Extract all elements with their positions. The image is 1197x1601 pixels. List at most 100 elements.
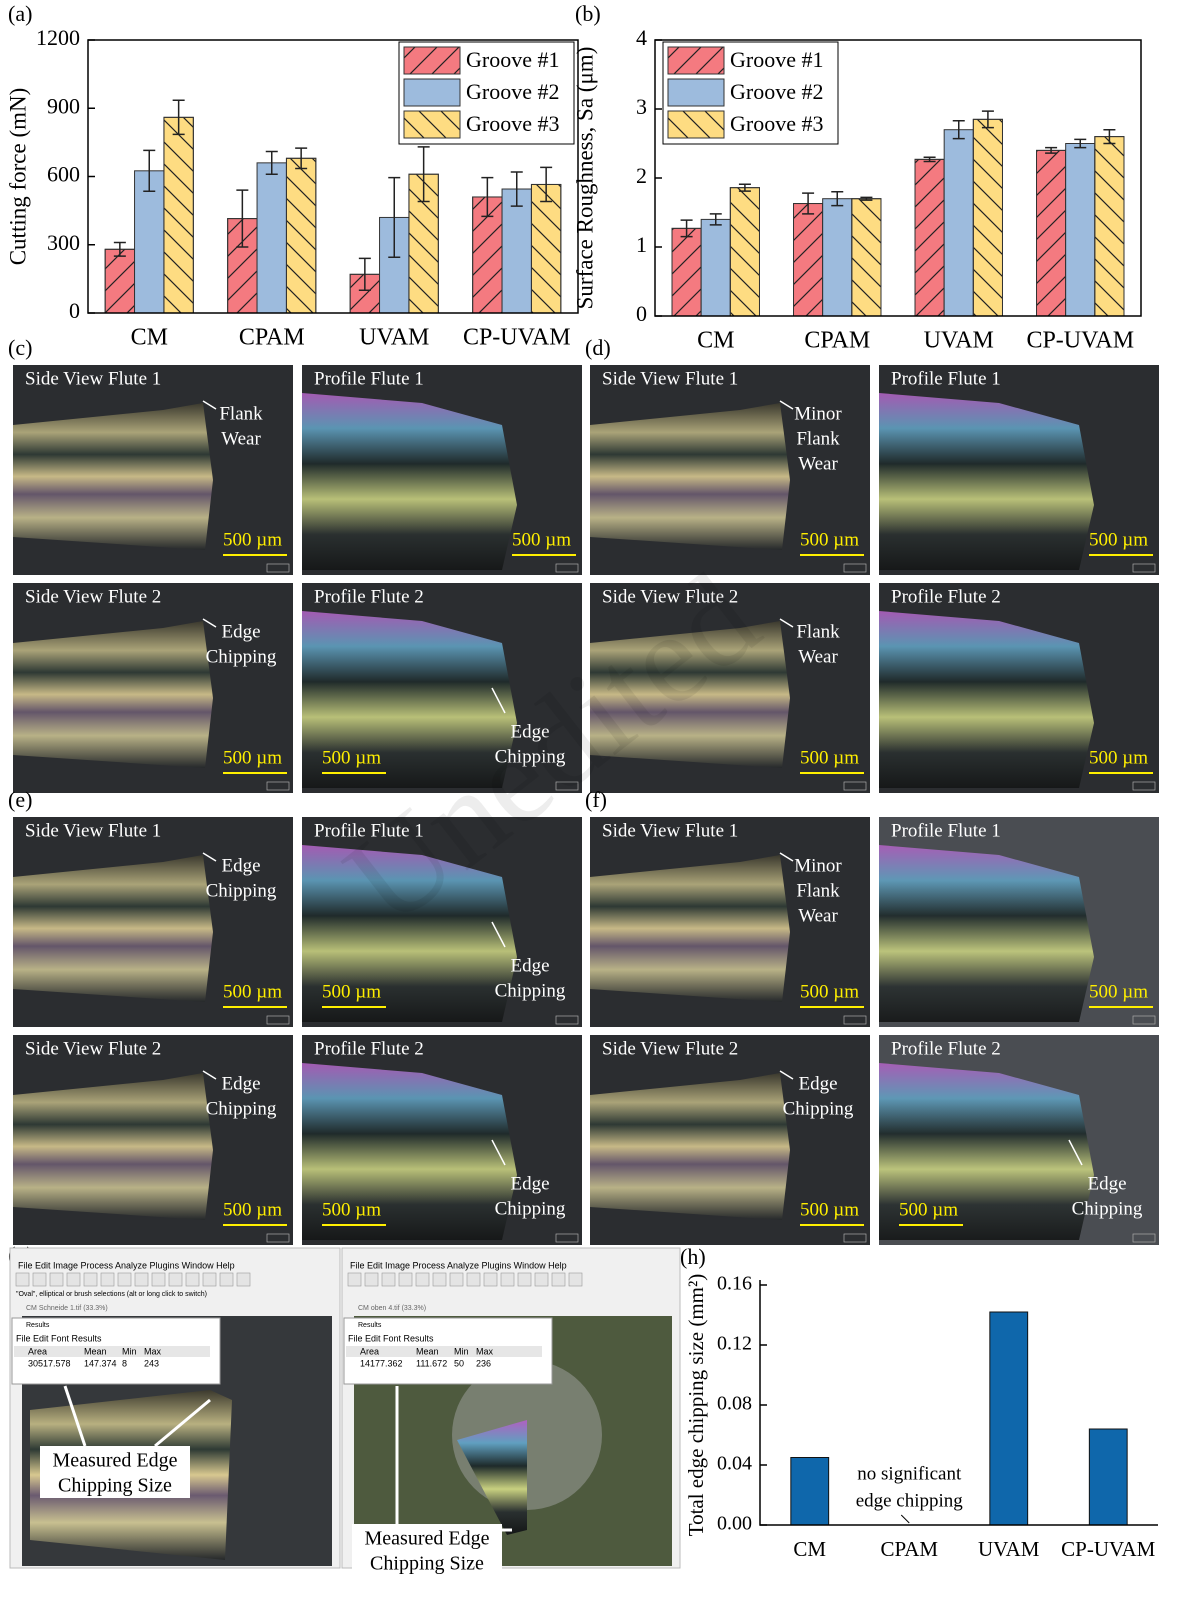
legend-hatch (404, 47, 460, 74)
y-tick-label: 900 (47, 93, 80, 118)
image-title: Side View Flute 1 (25, 820, 161, 841)
results-cell: 111.672 (416, 1358, 447, 1368)
image-title: Profile Flute 1 (891, 820, 1001, 841)
x-tick-label: CM (131, 325, 168, 351)
tool-icon (169, 1273, 182, 1286)
bar (791, 1458, 829, 1526)
image-note: Wear (798, 905, 838, 926)
y-axis-title: Cutting force (mN) (5, 88, 30, 266)
y-tick-label: 0.04 (717, 1453, 752, 1475)
tool-icon (84, 1273, 97, 1286)
bar (257, 163, 286, 313)
bar-hatch (852, 199, 881, 316)
tool-icon (433, 1273, 446, 1286)
legend-hatch (668, 111, 724, 138)
legend-label: Groove #1 (730, 47, 823, 72)
callout: Measured Edge (53, 1450, 178, 1472)
image-note: Edge (221, 1073, 260, 1094)
bar-hatch (1037, 150, 1066, 316)
image-note: Chipping (1072, 1198, 1143, 1219)
tool-icon (33, 1273, 46, 1286)
scale-label: 500 µm (223, 981, 282, 1002)
panel-label: (a) (8, 1, 32, 26)
results-column: Min (122, 1346, 137, 1356)
tool-icon (399, 1273, 412, 1286)
image-note: Chipping (783, 1098, 854, 1119)
x-tick-label: CPAM (804, 328, 870, 354)
results-column: Area (360, 1346, 379, 1356)
bar-hatch (164, 117, 193, 313)
image-note: Edge (798, 1073, 837, 1094)
results-column: Max (144, 1346, 162, 1356)
scale-label: 500 µm (322, 1199, 381, 1220)
results-cell: 50 (454, 1358, 464, 1368)
tool-icon (67, 1273, 80, 1286)
bar-hatch (1095, 137, 1124, 316)
scale-label: 500 µm (322, 747, 381, 768)
legend-hatch (668, 47, 724, 74)
image-note: Edge (1087, 1173, 1126, 1194)
panel-label: (h) (680, 1244, 706, 1269)
scale-label: 500 µm (800, 981, 859, 1002)
image-window-title: CM Schneide 1.tif (33.3%) (26, 1305, 108, 1312)
scale-label: 500 µm (1089, 981, 1148, 1002)
chart: 03006009001200CMCPAMUVAMCP-UVAMCutting f… (5, 1, 578, 350)
scale-label: 500 µm (223, 747, 282, 768)
y-tick-label: 0 (69, 298, 80, 323)
tool-icon (450, 1273, 463, 1286)
tool-icon (467, 1273, 480, 1286)
scale-label: 500 µm (899, 1199, 958, 1220)
tool-icon (416, 1273, 429, 1286)
image-note: Minor (794, 855, 842, 876)
image-note: Chipping (495, 1198, 566, 1219)
image-note: Edge (221, 621, 260, 642)
scale-label: 500 µm (800, 747, 859, 768)
image-title: Side View Flute 1 (602, 368, 738, 389)
bar (1066, 144, 1095, 317)
callout: Measured Edge (365, 1528, 490, 1550)
results-column: Max (476, 1346, 494, 1356)
image-title: Side View Flute 1 (602, 820, 738, 841)
image-note: Minor (794, 403, 842, 424)
image-title: Profile Flute 2 (314, 1038, 424, 1059)
tool-icon (569, 1273, 582, 1286)
x-tick-label: CPAM (880, 1537, 938, 1561)
chart: 0.000.040.080.120.16CMCPAMUVAMCP-UVAMTot… (680, 1244, 1158, 1561)
tool-icon (237, 1273, 250, 1286)
callout: Chipping Size (58, 1475, 172, 1497)
legend-swatch (668, 79, 724, 106)
tool-icon (484, 1273, 497, 1286)
results-column: Area (28, 1346, 47, 1356)
results-column: Mean (416, 1346, 439, 1356)
results-cell: 14177.362 (360, 1358, 403, 1368)
panel-label: (e) (8, 787, 32, 812)
tool-icon (365, 1273, 378, 1286)
x-tick-label: UVAM (924, 328, 994, 354)
image-title: Profile Flute 2 (314, 586, 424, 607)
y-tick-label: 4 (636, 25, 647, 50)
bar-hatch (915, 159, 944, 316)
annotation-arrow (901, 1515, 909, 1523)
x-tick-label: CP-UVAM (1061, 1537, 1155, 1561)
image-note: Flank (796, 621, 840, 642)
y-tick-label: 1200 (36, 25, 80, 50)
image-note: Chipping (495, 980, 566, 1001)
scale-label: 500 µm (512, 529, 571, 550)
image-note: Wear (798, 646, 838, 667)
y-tick-label: 0 (636, 301, 647, 326)
scale-label: 500 µm (1089, 747, 1148, 768)
chart: 01234CMCPAMUVAMCP-UVAMSurface Roughness,… (572, 1, 1141, 353)
image-title: Side View Flute 2 (25, 1038, 161, 1059)
results-cell: 30517.578 (28, 1358, 71, 1368)
bar (990, 1312, 1028, 1525)
annotation: no significant (857, 1463, 962, 1484)
image-title: Profile Flute 2 (891, 586, 1001, 607)
panel-label: (d) (585, 335, 611, 360)
image-note: Chipping (206, 1098, 277, 1119)
image-note: Flank (796, 428, 840, 449)
y-tick-label: 0.00 (717, 1513, 752, 1535)
x-tick-label: CPAM (239, 325, 305, 351)
bar-hatch (730, 188, 759, 316)
tool-icon (152, 1273, 165, 1286)
scale-label: 500 µm (223, 529, 282, 550)
